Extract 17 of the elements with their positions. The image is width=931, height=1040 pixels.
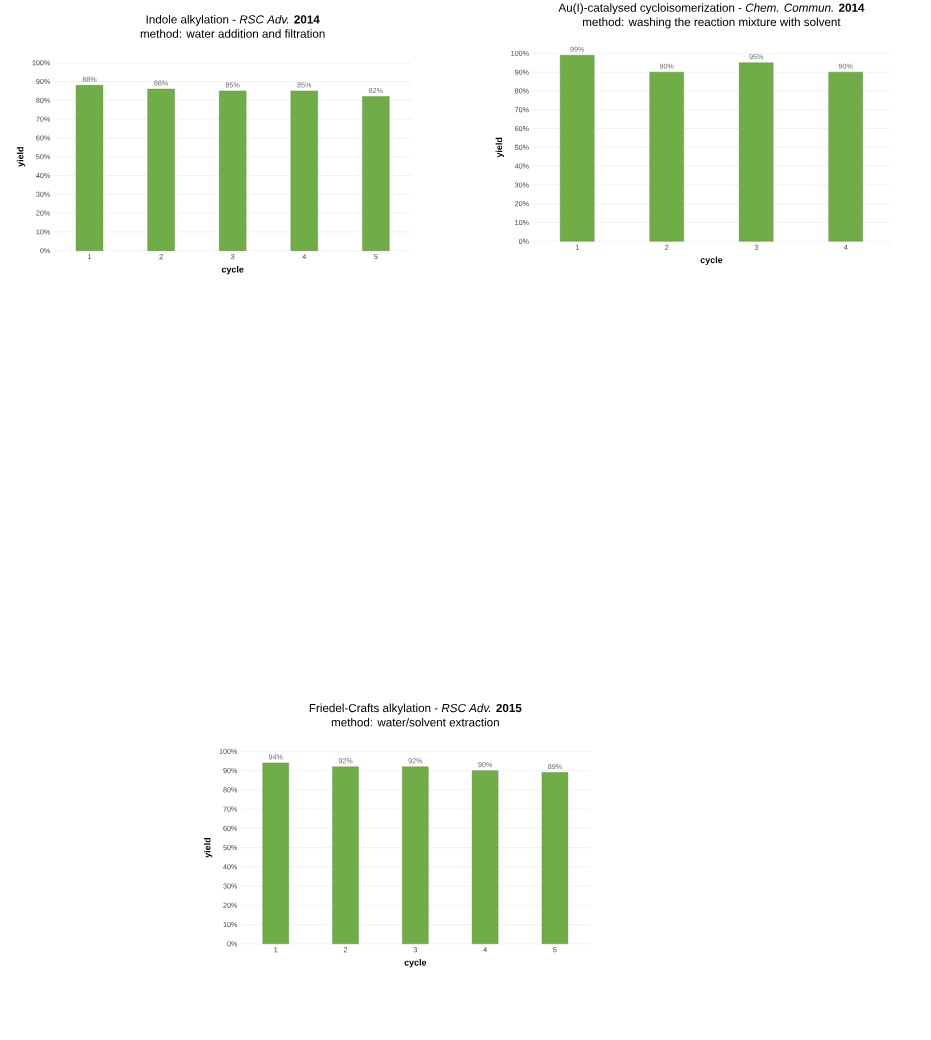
chart-subtitle: method: water/solvent extraction	[331, 717, 499, 727]
y-axis-title: yield	[204, 837, 213, 858]
chart-subtitle: method: water addition and filtration	[140, 29, 325, 38]
chart-title: Friedel-Crafts alkylation - RSC Adv. 2015	[309, 703, 522, 715]
y-axis-title: yield	[495, 137, 505, 158]
x-axis-title: cycle	[221, 265, 244, 275]
bar	[362, 96, 390, 251]
x-axis-title: cycle	[404, 959, 427, 968]
bar	[147, 88, 175, 251]
x-axis-title: cycle	[700, 256, 723, 265]
chart-title: Indole alkylation - RSC Adv. 2014	[146, 14, 320, 26]
bar	[219, 90, 247, 251]
bar	[76, 85, 104, 251]
y-axis-title: yield	[17, 147, 26, 167]
chart-subtitle: method: washing the reaction mixture with solvent	[583, 17, 841, 29]
chart-title: Au(I)-catalysed cycloisomerization - Chem. Commun. 2014	[558, 3, 865, 15]
bar	[290, 90, 319, 251]
